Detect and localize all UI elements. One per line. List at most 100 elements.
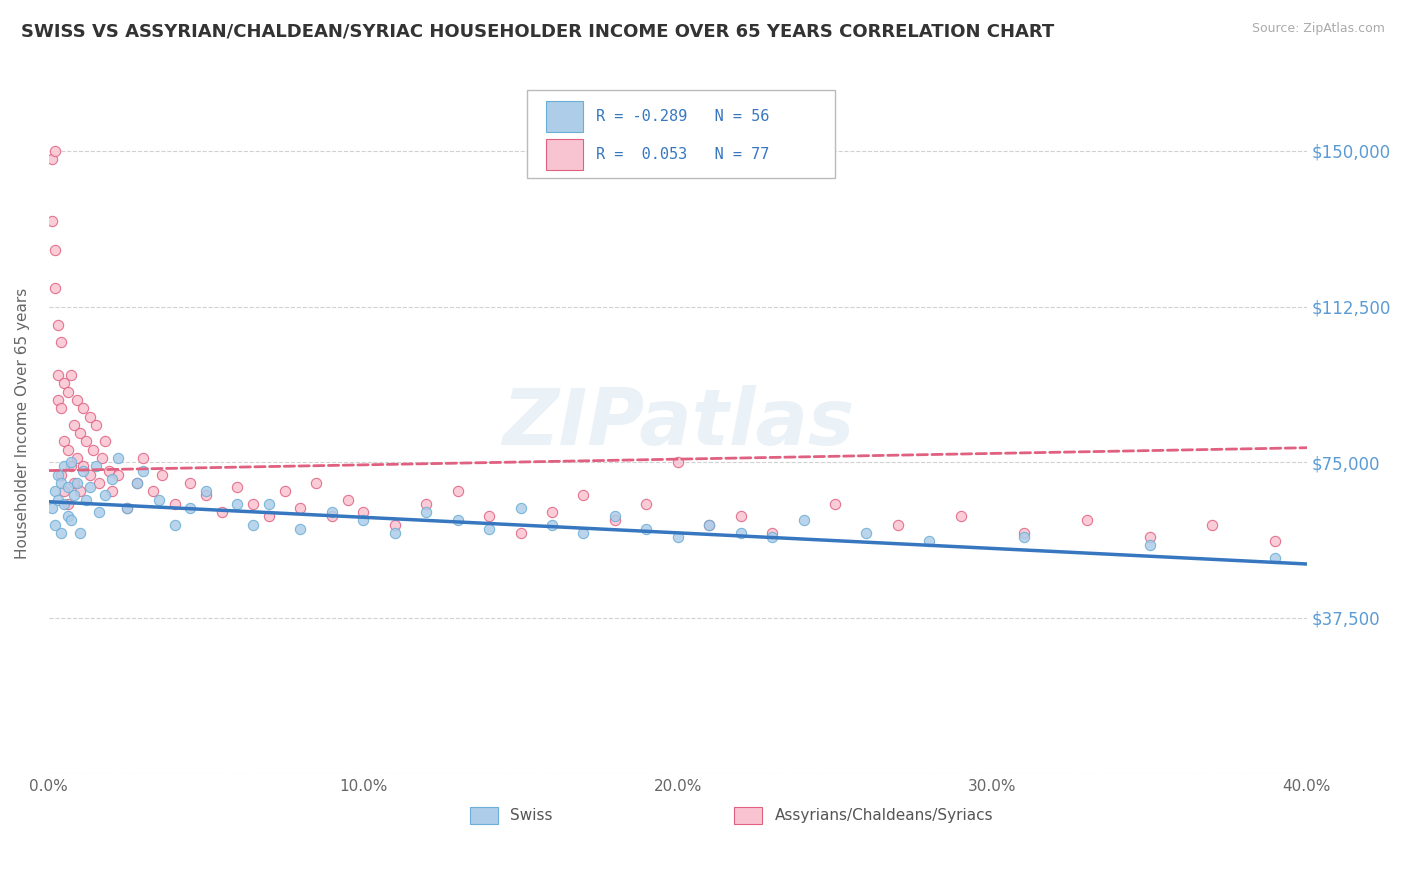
- Point: [290, 500, 312, 515]
- Point: [53, 459, 76, 474]
- Point: [46, 368, 69, 382]
- Point: [94, 434, 117, 449]
- Point: [44, 484, 66, 499]
- Point: [46, 318, 69, 333]
- Text: Swiss: Swiss: [510, 808, 553, 823]
- Point: [44, 281, 66, 295]
- Y-axis label: Householder Income Over 65 years: Householder Income Over 65 years: [15, 288, 30, 559]
- Point: [56, 497, 79, 511]
- Point: [59, 368, 82, 382]
- Point: [163, 517, 186, 532]
- Point: [59, 459, 82, 474]
- Point: [79, 480, 101, 494]
- Point: [1012, 530, 1035, 544]
- Point: [82, 442, 104, 457]
- Point: [446, 484, 468, 499]
- Text: ZIPatlas: ZIPatlas: [502, 385, 853, 461]
- Point: [603, 509, 626, 524]
- Point: [44, 517, 66, 532]
- Point: [636, 522, 658, 536]
- Point: [59, 513, 82, 527]
- Point: [51, 525, 73, 540]
- Point: [41, 152, 63, 166]
- Point: [572, 525, 595, 540]
- Point: [321, 509, 343, 524]
- Point: [100, 472, 122, 486]
- Point: [211, 505, 233, 519]
- Point: [273, 484, 295, 499]
- Point: [1201, 517, 1223, 532]
- Bar: [470, 807, 498, 824]
- Point: [72, 464, 94, 478]
- Point: [352, 513, 374, 527]
- Point: [53, 497, 76, 511]
- Point: [132, 451, 155, 466]
- Bar: [734, 807, 762, 824]
- Point: [84, 417, 107, 432]
- Point: [69, 484, 91, 499]
- Point: [636, 497, 658, 511]
- Point: [56, 442, 79, 457]
- Point: [69, 525, 91, 540]
- Point: [125, 476, 148, 491]
- Point: [46, 467, 69, 482]
- Point: [1139, 530, 1161, 544]
- Point: [697, 517, 720, 532]
- Point: [478, 522, 501, 536]
- Point: [72, 401, 94, 416]
- Point: [44, 144, 66, 158]
- FancyBboxPatch shape: [527, 90, 835, 178]
- Point: [226, 480, 249, 494]
- Point: [384, 525, 406, 540]
- Point: [793, 513, 815, 527]
- Point: [509, 500, 531, 515]
- Point: [730, 525, 752, 540]
- Point: [125, 476, 148, 491]
- Point: [51, 467, 73, 482]
- Point: [195, 488, 218, 502]
- Point: [1264, 534, 1286, 549]
- Point: [76, 492, 98, 507]
- Point: [59, 455, 82, 469]
- Point: [242, 517, 264, 532]
- Point: [290, 522, 312, 536]
- Point: [257, 509, 280, 524]
- Point: [66, 451, 89, 466]
- Point: [117, 500, 139, 515]
- Point: [150, 467, 173, 482]
- Point: [384, 517, 406, 532]
- Point: [352, 505, 374, 519]
- Point: [41, 214, 63, 228]
- Text: Source: ZipAtlas.com: Source: ZipAtlas.com: [1251, 22, 1385, 36]
- Text: SWISS VS ASSYRIAN/CHALDEAN/SYRIAC HOUSEHOLDER INCOME OVER 65 YEARS CORRELATION C: SWISS VS ASSYRIAN/CHALDEAN/SYRIAC HOUSEH…: [21, 22, 1054, 40]
- Point: [603, 513, 626, 527]
- Point: [305, 476, 328, 491]
- Point: [69, 426, 91, 441]
- Point: [572, 488, 595, 502]
- Point: [1076, 513, 1098, 527]
- Point: [415, 505, 437, 519]
- Point: [63, 476, 86, 491]
- Point: [666, 455, 689, 469]
- Point: [84, 459, 107, 474]
- Point: [761, 530, 783, 544]
- Point: [541, 505, 564, 519]
- Point: [824, 497, 846, 511]
- Point: [56, 384, 79, 399]
- Point: [336, 492, 359, 507]
- Point: [91, 451, 114, 466]
- Point: [117, 500, 139, 515]
- Bar: [546, 139, 583, 169]
- Point: [697, 517, 720, 532]
- Point: [63, 417, 86, 432]
- Point: [94, 488, 117, 502]
- Point: [163, 497, 186, 511]
- Bar: [546, 102, 583, 132]
- Point: [730, 509, 752, 524]
- Point: [46, 492, 69, 507]
- Point: [949, 509, 972, 524]
- Point: [53, 484, 76, 499]
- Point: [321, 505, 343, 519]
- Point: [918, 534, 941, 549]
- Point: [51, 401, 73, 416]
